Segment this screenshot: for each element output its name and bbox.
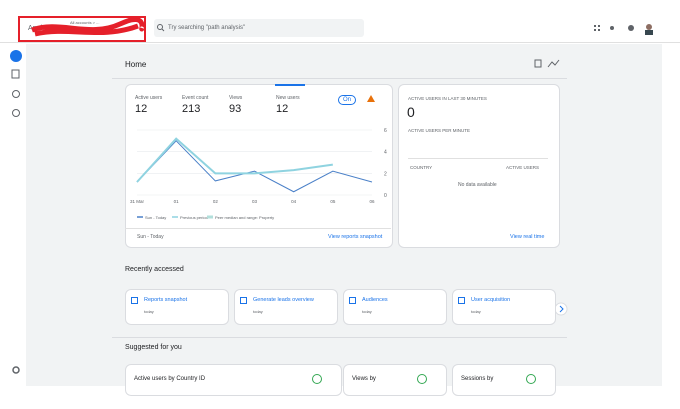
metric-value: 213 [182,103,201,115]
empty-message: No data available [458,182,497,188]
status-icon [526,374,536,384]
suggested-title: Sessions by [461,376,494,382]
per-minute-label: ACTIVE USERS PER MINUTE [408,128,471,133]
report-icon [349,297,356,304]
highlight-box [18,16,146,42]
report-icon [131,297,138,304]
x-tick-label: 04 [291,199,297,204]
x-tick-label: 02 [213,199,219,204]
search-placeholder: Try searching "path analysis" [168,25,246,31]
suggested-title: Views by [352,376,376,382]
search-icon [157,24,165,32]
series-line [136,137,333,183]
suggested-card [452,364,556,396]
legend-label: Sun - Today [145,215,166,220]
legend-label: Peer median and range: Property [215,215,274,220]
x-tick-label: 01 [174,199,180,204]
series-line [136,140,373,193]
metric-value: 12 [276,103,289,115]
recent-when: today [144,309,154,314]
suggested-title: Active users by Country ID [134,376,206,382]
status-icon [417,374,427,384]
divider [408,158,548,159]
page-actions[interactable] [533,58,561,70]
recent-card[interactable] [343,289,447,325]
metric-label[interactable]: Active users [135,95,163,101]
x-tick-label: 31 Mar [130,199,145,204]
recent-when: today [362,309,372,314]
tab-indicator [275,84,305,86]
suggested-card [125,364,342,396]
metric-label[interactable]: New users [276,95,300,101]
x-tick-label: 03 [252,199,258,204]
recent-name[interactable]: Reports snapshot [144,297,188,303]
section-title: Recently accessed [125,266,184,273]
metric-value: 12 [135,103,148,115]
recent-name[interactable]: Generate leads overview [253,297,314,303]
snapshot-link[interactable]: View reports snapshot [328,234,383,240]
y-tick-label: 6 [384,128,387,134]
header-icons[interactable] [592,22,657,36]
top-bar [0,12,680,43]
column-header: ACTIVE USERS [506,165,540,170]
suggested-card [343,364,447,396]
metric-label[interactable]: Views [229,95,243,101]
page-title: Home [125,60,147,69]
recent-name[interactable]: User acquisition [471,297,511,303]
report-icon [240,297,247,304]
summary-card [125,84,393,248]
recent-when: today [253,309,263,314]
y-tick-label: 0 [384,193,387,199]
next-button[interactable] [554,302,568,316]
recent-when: today [471,309,481,314]
realtime-link[interactable]: View real time [510,234,545,240]
date-range[interactable]: Sun - Today [137,234,164,240]
column-header: COUNTRY [410,165,433,170]
legend-label: Previous period [180,215,208,220]
recent-card[interactable] [125,289,229,325]
recent-name[interactable]: Audiences [362,297,388,303]
search-box[interactable] [154,19,364,37]
section-title: Suggested for you [125,344,182,351]
y-tick-label: 4 [384,150,387,156]
account-picker[interactable]: All accounts > ... [70,20,100,25]
realtime-card [398,84,560,248]
divider [112,337,567,338]
x-tick-label: 06 [369,199,375,204]
divider [112,78,567,79]
left-rail[interactable] [8,48,24,378]
realtime-title: ACTIVE USERS IN LAST 30 MINUTES [408,96,487,101]
report-icon [458,297,465,304]
toggle[interactable]: On [338,95,357,105]
x-tick-label: 05 [330,199,336,204]
recent-card[interactable] [234,289,338,325]
alert-icon[interactable] [366,94,384,104]
realtime-value: 0 [407,104,415,120]
metric-label[interactable]: Event count [182,95,209,101]
y-tick-label: 2 [384,171,387,177]
status-icon [312,374,322,384]
divider [125,228,391,229]
metric-value: 93 [229,103,242,115]
scribble [31,18,145,37]
recent-card[interactable] [452,289,556,325]
